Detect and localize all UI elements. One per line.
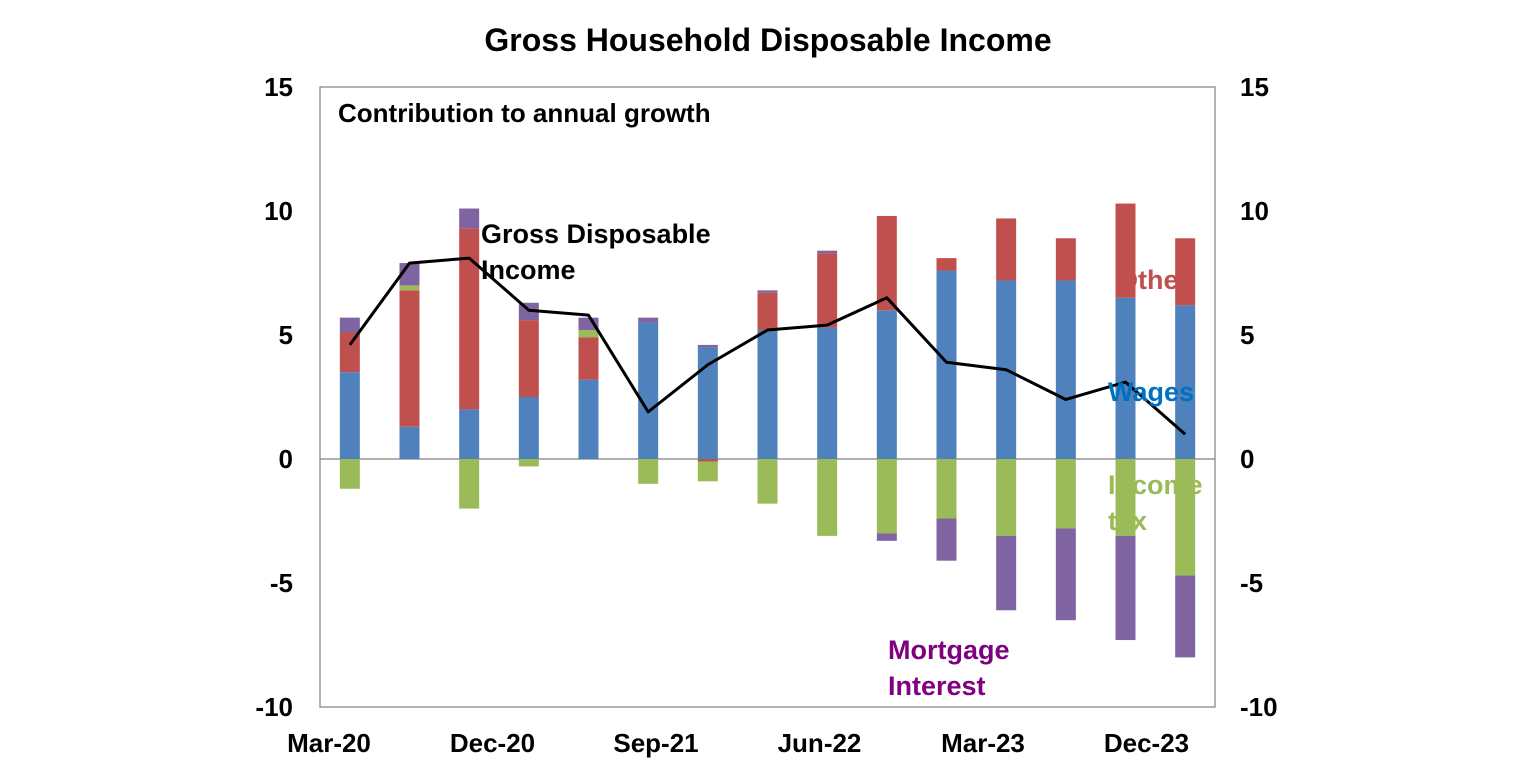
bar-other-Dec-22 — [996, 218, 1017, 281]
bars-layer — [339, 203, 1196, 658]
bar-income_tax-Dec-20 — [518, 459, 539, 467]
bar-mortgage_interest-Sep-22 — [936, 518, 957, 561]
bar-wages-Dec-21 — [757, 330, 778, 459]
annotation-line-label-2: Income — [481, 255, 576, 285]
bar-other-Mar-23 — [1055, 238, 1076, 281]
bar-other-Dec-21 — [757, 292, 778, 331]
bar-other-Sep-23 — [1175, 238, 1196, 306]
y-tick-left-5: 5 — [279, 320, 293, 350]
line-gross_disposable_income — [348, 256, 1187, 436]
bar-income_tax-Mar-22 — [817, 459, 838, 536]
bar-mortgage_interest-Jun-21 — [638, 317, 659, 323]
bar-mortgage_interest-Mar-22 — [817, 250, 838, 254]
x-tick-Jun-22: Jun-22 — [778, 728, 862, 758]
plot-area — [319, 86, 1216, 708]
bar-income_tax-Jun-23 — [1115, 459, 1136, 536]
bar-other-Sep-22 — [936, 258, 957, 271]
bar-other-Sep-20 — [459, 228, 480, 410]
bar-wages-Sep-20 — [459, 409, 480, 459]
annotation-mortgage-label-1: Mortgage — [888, 635, 1010, 665]
bar-wages-Jun-22 — [876, 310, 897, 459]
bar-mortgage_interest-Sep-20 — [459, 208, 480, 229]
bar-wages-Jun-21 — [638, 322, 659, 459]
annotation-other-label: Other — [1117, 265, 1190, 295]
y-tick-left--10: -10 — [255, 692, 293, 722]
annotation-wages-label: Wages — [1108, 377, 1194, 407]
bar-income_tax-Jun-20 — [399, 285, 420, 291]
bar-wages-Jun-20 — [399, 426, 420, 459]
bar-wages-Mar-22 — [817, 327, 838, 459]
chart-title: Gross Household Disposable Income — [484, 22, 1051, 58]
y-tick-right--10: -10 — [1240, 692, 1278, 722]
bar-mortgage_interest-Dec-22 — [996, 535, 1017, 611]
bar-wages-Mar-21 — [578, 379, 599, 459]
x-tick-Mar-20: Mar-20 — [287, 728, 371, 758]
bar-other-Mar-22 — [817, 253, 838, 328]
bar-mortgage_interest-Mar-23 — [1055, 528, 1076, 621]
bar-income_tax-Mar-23 — [1055, 459, 1076, 529]
bar-income_tax-Dec-22 — [996, 459, 1017, 536]
y-tick-right-0: 0 — [1240, 444, 1254, 474]
y-tick-right-5: 5 — [1240, 320, 1254, 350]
bar-wages-Mar-23 — [1055, 280, 1076, 459]
x-tick-Mar-23: Mar-23 — [941, 728, 1025, 758]
bar-income_tax-Jun-22 — [876, 459, 897, 534]
bar-wages-Sep-23 — [1175, 305, 1196, 459]
bar-income_tax-Sep-20 — [459, 459, 480, 509]
x-tick-Dec-20: Dec-20 — [450, 728, 535, 758]
y-tick-right-10: 10 — [1240, 196, 1269, 226]
y-tick-left-0: 0 — [279, 444, 293, 474]
bar-wages-Jun-23 — [1115, 297, 1136, 459]
line-layer — [348, 256, 1187, 436]
y-tick-left-15: 15 — [264, 72, 293, 102]
annotations-layer: Gross Disposable Income Other Wages Income ta… — [481, 219, 1203, 701]
bar-income_tax-Jun-21 — [638, 459, 659, 484]
bar-wages-Dec-20 — [518, 397, 539, 459]
bar-mortgage_interest-Dec-21 — [757, 290, 778, 293]
bar-other-Jun-20 — [399, 290, 420, 427]
bar-other-Mar-20 — [339, 332, 360, 373]
bar-other-Jun-22 — [876, 215, 897, 311]
bar-wages-Sep-21 — [697, 347, 718, 459]
bar-other-Sep-21 — [697, 459, 718, 462]
bar-income_tax-Sep-22 — [936, 459, 957, 519]
y-tick-left-10: 10 — [264, 196, 293, 226]
annotation-tax-label-2: tax — [1108, 506, 1147, 536]
annotation-line-label-1: Gross Disposable — [481, 219, 711, 249]
ticks-layer: 15 15 10 10 5 5 0 0 -5 -5 -10 -10 Mar-20 Dec-20 Sep-21… — [255, 72, 1277, 758]
chart-subtitle: Contribution to annual growth — [338, 98, 711, 128]
bar-income_tax-Mar-20 — [339, 459, 360, 489]
bar-other-Dec-20 — [518, 320, 539, 397]
bar-mortgage_interest-Mar-20 — [339, 317, 360, 333]
bar-income_tax-Sep-23 — [1175, 459, 1196, 576]
bar-wages-Mar-20 — [339, 372, 360, 459]
bar-mortgage_interest-Jun-22 — [876, 533, 897, 541]
y-tick-left--5: -5 — [270, 568, 293, 598]
bar-mortgage_interest-Sep-23 — [1175, 575, 1196, 658]
bar-wages-Sep-22 — [936, 270, 957, 459]
y-tick-right--5: -5 — [1240, 568, 1263, 598]
bar-income_tax-Sep-21 — [697, 461, 718, 482]
bar-income_tax-Dec-21 — [757, 459, 778, 504]
bar-income_tax-Mar-21 — [578, 330, 599, 338]
bar-mortgage_interest-Sep-21 — [697, 344, 718, 348]
annotation-tax-label-1: Income — [1108, 470, 1203, 500]
y-tick-right-15: 15 — [1240, 72, 1269, 102]
annotation-mortgage-label-2: Interest — [888, 671, 986, 701]
bar-mortgage_interest-Jun-23 — [1115, 535, 1136, 641]
bar-other-Jun-23 — [1115, 203, 1136, 298]
bar-other-Mar-21 — [578, 337, 599, 380]
x-tick-Dec-23: Dec-23 — [1104, 728, 1189, 758]
x-tick-Sep-21: Sep-21 — [613, 728, 698, 758]
